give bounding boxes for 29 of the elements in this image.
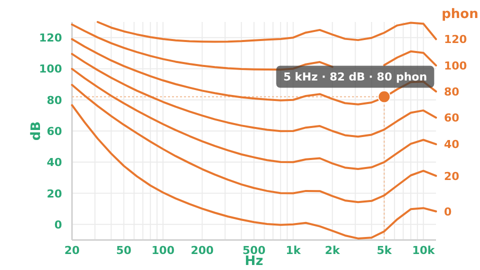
- annotation: 5 kHz · 82 dB · 80 phon: [283, 70, 428, 84]
- y-tick-label: 40: [46, 156, 62, 170]
- x-tick-label: 10k: [412, 244, 436, 257]
- x-tick-label: 1k: [286, 244, 302, 257]
- y-tick-label: 120: [39, 32, 62, 45]
- y-tick-label: 60: [46, 125, 62, 138]
- x-tick-label: 50: [116, 244, 132, 257]
- x-tick-label: 100: [152, 244, 175, 257]
- series-label: 120: [444, 33, 468, 46]
- x-axis-title: Hz: [244, 254, 264, 269]
- x-tick-label: 200: [190, 244, 214, 257]
- series-label: 40: [444, 138, 460, 152]
- series-label: 20: [444, 170, 460, 183]
- y-tick-label: 20: [46, 187, 62, 200]
- y-axis-title: dB: [29, 121, 44, 141]
- series-label: 80: [444, 85, 460, 98]
- line-series: [96, 21, 437, 43]
- series-label: 0: [444, 205, 452, 218]
- series-label: 100: [444, 59, 468, 72]
- x-tick-label: 20: [64, 244, 80, 257]
- x-tick-label: 5k: [376, 244, 392, 257]
- x-tick-label: 2k: [324, 244, 341, 257]
- y-tick-label: 100: [39, 62, 62, 76]
- x-tick-label: 500: [242, 244, 266, 257]
- tooltip: 5 kHz · 82 dB · 80 phon: [276, 66, 434, 88]
- series-label: 60: [444, 112, 460, 125]
- legend-title: phon: [442, 7, 478, 22]
- y-tick-label: 0: [54, 218, 62, 232]
- y-tick-label: 80: [46, 94, 62, 107]
